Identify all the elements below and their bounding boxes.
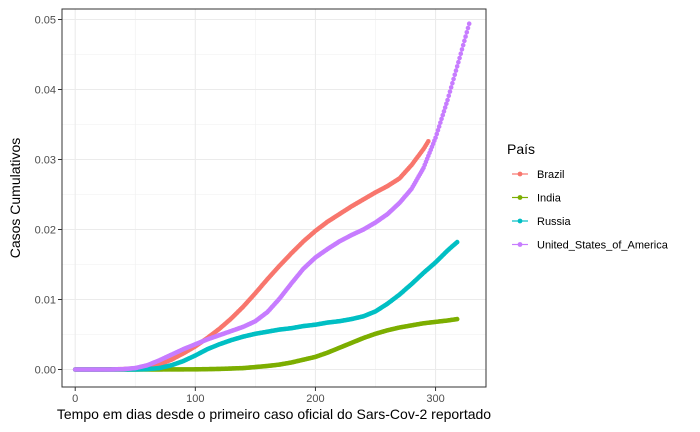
legend-label: Brazil [537, 169, 565, 181]
data-point [433, 135, 438, 141]
x-tick-label: 200 [306, 393, 324, 405]
legend: País Brazil India Russia United_States_of_A… [507, 141, 669, 252]
data-point [459, 47, 465, 52]
data-point [462, 38, 467, 44]
panel-border [61, 8, 487, 388]
data-point [439, 116, 444, 122]
legend-item-brazil: Brazil [512, 169, 565, 181]
data-point [458, 51, 464, 57]
legend-item-india: India [512, 193, 562, 205]
legend-key-point [517, 195, 523, 200]
x-axis-ticks: 0 100 200 300 [72, 387, 445, 405]
y-axis-title: Casos Cumulativos [7, 138, 23, 259]
data-point [456, 59, 461, 65]
data-point [453, 68, 459, 73]
x-tick-label: 0 [72, 393, 78, 405]
legend-item-united-states-of-america: United_States_of_America [512, 240, 669, 252]
y-tick-label: 0.05 [35, 15, 56, 27]
data-point [444, 101, 449, 107]
y-tick-label: 0.04 [35, 85, 56, 97]
legend-label: United_States_of_America [537, 240, 669, 252]
data-point [460, 42, 466, 48]
data-point [435, 127, 441, 133]
data-point [451, 76, 456, 82]
data-point [452, 72, 458, 78]
data-point [447, 89, 453, 94]
data-point [438, 120, 443, 125]
data-point [434, 131, 440, 137]
y-tick-label: 0.03 [35, 155, 56, 167]
data-point [436, 124, 442, 129]
data-point [446, 93, 452, 99]
data-point [450, 80, 455, 86]
data-point [445, 97, 450, 103]
data-layer [72, 21, 472, 372]
x-tick-label: 300 [426, 393, 444, 405]
data-point [457, 55, 462, 61]
data-point [426, 139, 431, 144]
data-point [465, 25, 471, 31]
y-tick-label: 0.01 [35, 295, 56, 307]
data-point [466, 21, 472, 27]
data-point [454, 316, 460, 322]
data-point [454, 64, 460, 69]
data-point [448, 85, 454, 90]
series-united-states-of-america [72, 21, 472, 372]
data-point [440, 112, 446, 118]
y-tick-label: 0.00 [35, 365, 56, 377]
data-point [463, 34, 468, 39]
x-tick-label: 100 [186, 393, 204, 405]
legend-items: Brazil India Russia United_States_of_Americ… [512, 169, 669, 252]
legend-key-point [517, 171, 523, 177]
data-point [464, 29, 470, 35]
legend-item-russia: Russia [512, 216, 572, 228]
y-axis-ticks: 0.00 0.01 0.02 0.03 0.04 0.05 [35, 15, 62, 377]
legend-key-point [517, 218, 523, 224]
y-tick-label: 0.02 [35, 225, 56, 237]
x-axis-title: Tempo em dias desde o primeiro caso ofic… [57, 406, 491, 422]
legend-title: País [507, 141, 535, 157]
legend-label: Russia [537, 216, 572, 228]
data-point [454, 239, 460, 245]
legend-key-point [517, 242, 523, 247]
series-india [72, 316, 460, 372]
series-russia [72, 239, 460, 372]
legend-label: India [537, 193, 562, 205]
grid [62, 9, 486, 387]
data-point [441, 109, 447, 114]
data-point [442, 105, 448, 110]
